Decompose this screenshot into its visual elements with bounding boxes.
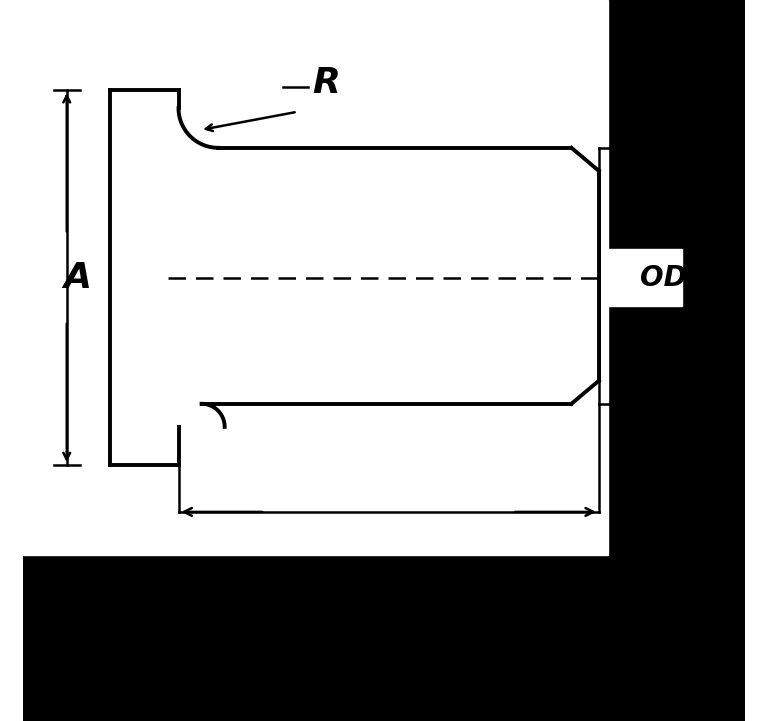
Text: A: A: [64, 260, 91, 295]
Text: OD: OD: [640, 264, 687, 291]
Bar: [602, 249, 682, 306]
Bar: [24, 555, 744, 721]
Text: R: R: [313, 66, 340, 100]
Bar: [607, 0, 744, 555]
Text: L: L: [398, 578, 421, 612]
Bar: [24, 0, 607, 555]
